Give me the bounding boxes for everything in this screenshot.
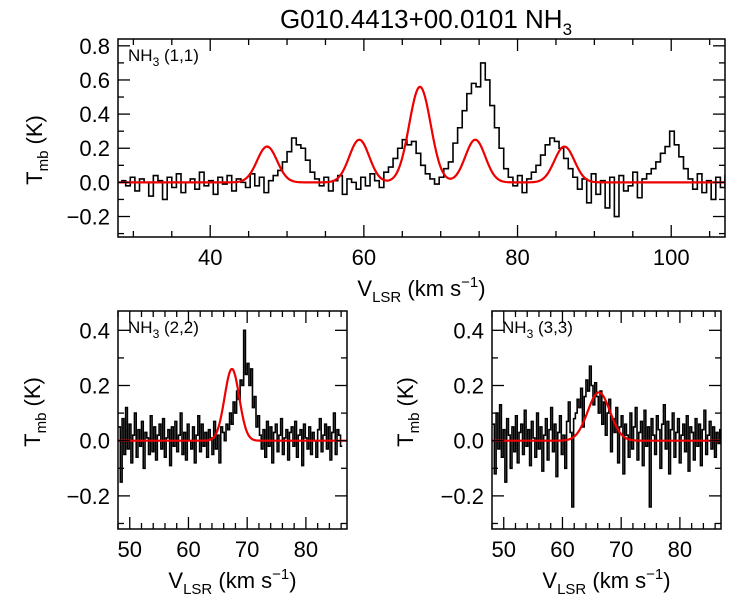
x-axis-label-superscript: −1 xyxy=(646,566,663,583)
y-tick-label: 0.0 xyxy=(79,170,110,195)
y-axis-label-subscript: mb xyxy=(35,151,52,172)
panel-label-subscript: 3 xyxy=(527,327,534,341)
y-axis-label: Tmb (K) xyxy=(22,115,52,185)
x-axis-label-main: V xyxy=(168,568,183,593)
y-axis-label-main: T xyxy=(20,433,45,446)
x-tick-label: 40 xyxy=(198,245,222,270)
x-axis-label-subscript: LSR xyxy=(372,289,401,306)
spectrum-line xyxy=(118,329,343,483)
figure-title-subscript: 3 xyxy=(563,20,572,39)
y-axis-label-units: (K) xyxy=(393,377,418,412)
x-axis-label-close: ) xyxy=(663,568,670,593)
x-tick-label: 80 xyxy=(505,245,529,270)
y-tick-label: 0.6 xyxy=(79,68,110,93)
panel-label-main: NH xyxy=(128,318,153,337)
x-tick-label: 80 xyxy=(668,537,692,562)
y-tick-label: 0.8 xyxy=(79,34,110,59)
y-tick-label: 0.4 xyxy=(79,318,110,343)
x-axis-label-superscript: −1 xyxy=(272,566,289,583)
panel-nh3-22: 50 60 70 80 −0.2 0.0 0.2 0.4 NH3 (2,2) VLSR (km s… xyxy=(20,310,348,598)
y-axis-label-subscript: mb xyxy=(406,413,423,434)
panel-label-subscript: 3 xyxy=(153,55,160,69)
panel-label-suffix: (3,3) xyxy=(533,318,573,337)
y-tick-label: 0.2 xyxy=(453,374,484,399)
y-tick-label: −0.2 xyxy=(441,484,484,509)
y-tick-label: 0.4 xyxy=(79,102,110,127)
x-axis-label-units: (km s xyxy=(212,568,272,593)
panel-label-subscript: 3 xyxy=(153,327,160,341)
x-axis-label-subscript: LSR xyxy=(557,581,586,598)
y-tick-label: 0.0 xyxy=(79,429,110,454)
x-axis-label: VLSR (km s−1) xyxy=(542,566,670,598)
plot-frame xyxy=(117,310,348,530)
x-tick-label: 70 xyxy=(235,537,259,562)
spectrum-line xyxy=(121,62,725,218)
x-tick-label: 50 xyxy=(492,537,516,562)
panel-nh3-11: 40 60 80 100 −0.2 0.0 0.2 0.4 0.6 0.8 NH3 (1,1) VLS… xyxy=(22,34,726,306)
x-tick-label: 50 xyxy=(118,537,142,562)
gaussian-fit-line xyxy=(118,85,725,184)
plot-frame xyxy=(117,38,726,238)
y-tick-label: 0.2 xyxy=(79,374,110,399)
x-tick-label: 60 xyxy=(176,537,200,562)
figure-title-main: G010.4413+00.0101 NH xyxy=(280,4,563,34)
y-axis-label-subscript: mb xyxy=(33,413,50,434)
x-tick-label: 70 xyxy=(609,537,633,562)
panel-label: NH3 (3,3) xyxy=(502,318,573,341)
x-axis-label-units: (km s xyxy=(401,276,461,301)
y-axis-label-units: (K) xyxy=(20,377,45,412)
x-axis-label-main: V xyxy=(542,568,557,593)
spectrum-line xyxy=(492,365,721,508)
x-tick-label: 80 xyxy=(294,537,318,562)
y-tick-label: −0.2 xyxy=(67,484,110,509)
gaussian-fit-line xyxy=(492,391,721,442)
panel-label-suffix: (1,1) xyxy=(159,46,199,65)
y-axis-label: Tmb (K) xyxy=(20,377,50,447)
panel-label: NH3 (2,2) xyxy=(128,318,199,341)
y-tick-label: −0.2 xyxy=(67,205,110,230)
panel-label-main: NH xyxy=(502,318,527,337)
y-axis-label-main: T xyxy=(393,433,418,446)
y-tick-label: 0.2 xyxy=(79,136,110,161)
y-axis-label-main: T xyxy=(22,171,47,184)
y-tick-label: 0.0 xyxy=(453,429,484,454)
x-axis-label: VLSR (km s−1) xyxy=(357,274,485,306)
x-axis-label-superscript: −1 xyxy=(461,274,478,291)
gaussian-fit-line xyxy=(118,367,347,442)
x-tick-label: 100 xyxy=(653,245,690,270)
panel-label-suffix: (2,2) xyxy=(159,318,199,337)
x-axis-label-close: ) xyxy=(478,276,485,301)
x-axis-label-units: (km s xyxy=(586,568,646,593)
y-axis-label: Tmb (K) xyxy=(393,377,423,447)
x-tick-label: 60 xyxy=(550,537,574,562)
y-axis-label-units: (K) xyxy=(22,115,47,150)
plot-frame xyxy=(491,310,722,530)
y-tick-label: 0.4 xyxy=(453,318,484,343)
panel-label-main: NH xyxy=(128,46,153,65)
x-axis-label-main: V xyxy=(357,276,372,301)
x-axis-label-subscript: LSR xyxy=(183,581,212,598)
panel-nh3-33: 50 60 70 80 −0.2 0.0 0.2 0.4 NH3 (3,3) VLSR (km s… xyxy=(393,310,722,598)
x-axis-label: VLSR (km s−1) xyxy=(168,566,296,598)
x-tick-label: 60 xyxy=(352,245,376,270)
figure-title: G010.4413+00.0101 NH3 xyxy=(280,4,572,39)
panel-label: NH3 (1,1) xyxy=(128,46,199,69)
x-axis-label-close: ) xyxy=(289,568,296,593)
